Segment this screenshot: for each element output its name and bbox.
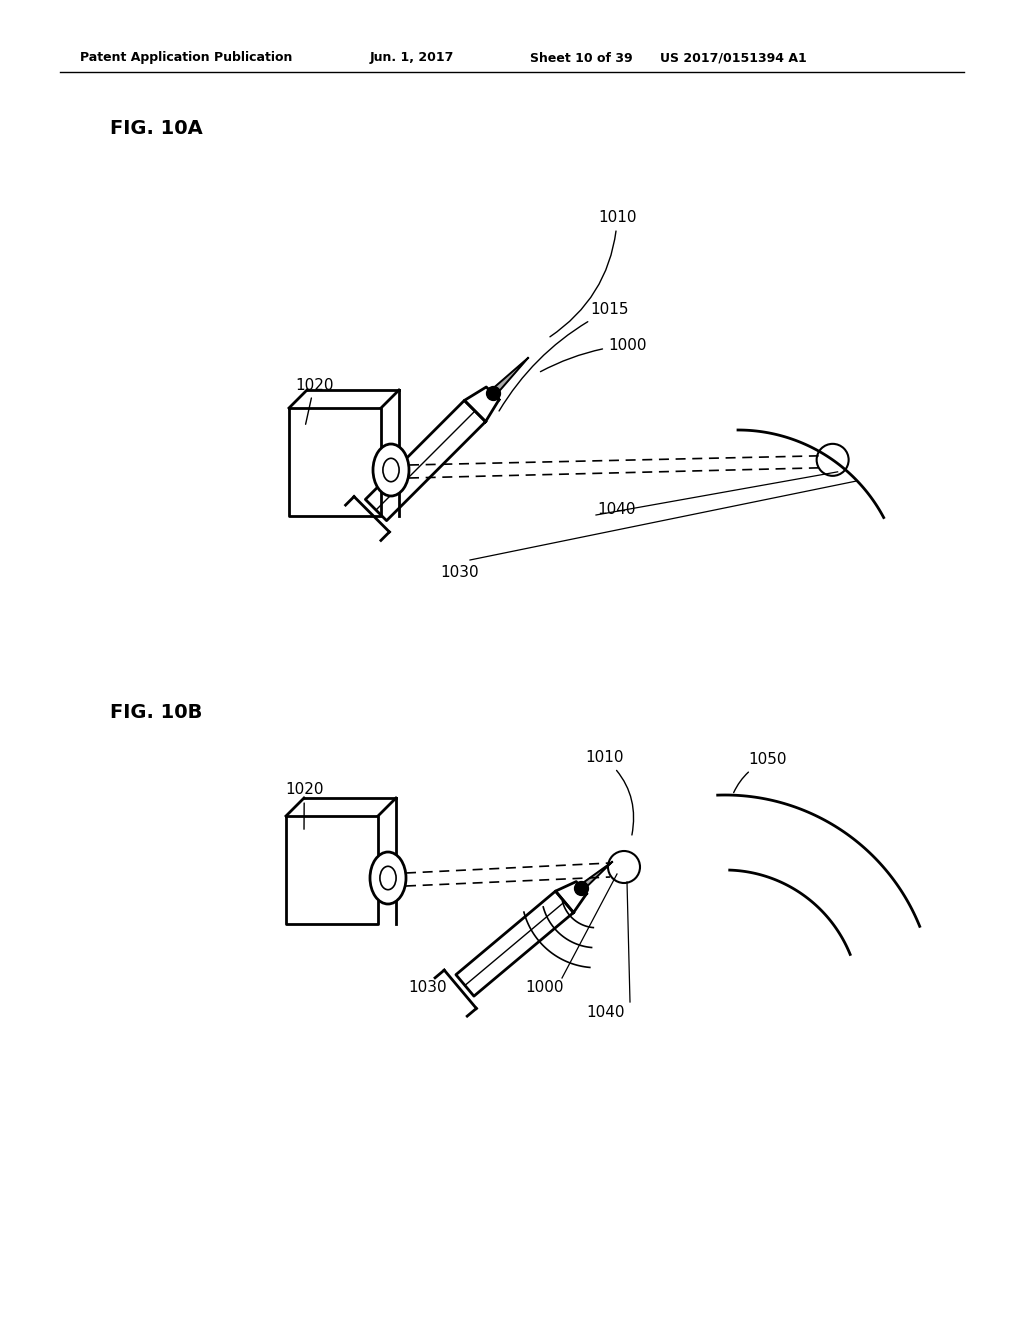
Text: FIG. 10A: FIG. 10A (110, 119, 203, 137)
Text: Sheet 10 of 39: Sheet 10 of 39 (530, 51, 633, 65)
Polygon shape (490, 358, 528, 396)
Text: 1015: 1015 (499, 302, 629, 411)
Text: US 2017/0151394 A1: US 2017/0151394 A1 (660, 51, 807, 65)
Text: Patent Application Publication: Patent Application Publication (80, 51, 293, 65)
Text: 1040: 1040 (587, 1005, 626, 1020)
Text: 1010: 1010 (585, 751, 634, 836)
Text: 1000: 1000 (525, 979, 564, 995)
Text: 1030: 1030 (440, 565, 479, 579)
Text: 1000: 1000 (541, 338, 646, 372)
Polygon shape (555, 882, 587, 912)
Text: 1050: 1050 (733, 752, 786, 792)
Ellipse shape (370, 851, 406, 904)
Text: FIG. 10B: FIG. 10B (110, 702, 203, 722)
Polygon shape (580, 862, 612, 890)
Ellipse shape (373, 444, 409, 496)
Text: 1040: 1040 (597, 503, 636, 517)
Polygon shape (464, 387, 499, 421)
Polygon shape (366, 400, 485, 520)
Text: Jun. 1, 2017: Jun. 1, 2017 (370, 51, 455, 65)
Polygon shape (456, 891, 573, 997)
Text: 1010: 1010 (550, 210, 637, 337)
Text: 1020: 1020 (295, 378, 334, 424)
Text: 1030: 1030 (409, 979, 447, 995)
Text: 1020: 1020 (285, 783, 324, 829)
